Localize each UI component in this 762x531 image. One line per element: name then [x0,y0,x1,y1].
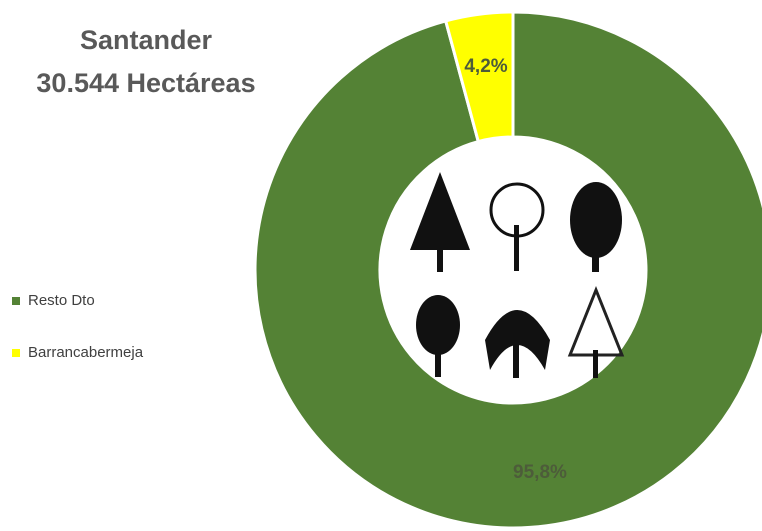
tree-icon [514,225,519,271]
data-label: 4,2% [464,56,507,77]
legend-label: Resto Dto [28,292,95,309]
legend-label: Barrancabermeja [28,344,144,361]
tree-icon [435,345,441,377]
tree-icon [437,248,443,272]
chart-title: Santander [80,25,213,55]
tree-icons [410,172,625,378]
tree-icon [513,330,519,378]
chart-subtitle: 30.544 Hectáreas [36,68,255,98]
tree-icon [593,350,598,378]
legend-swatch [12,349,20,357]
tree-icon [592,250,599,272]
tree-icon [410,172,470,250]
tree-icon [570,182,622,258]
data-label: 95,8% [513,462,567,483]
legend-swatch [12,297,20,305]
tree-icon [416,295,460,355]
legend: Resto Dto Barrancabermeja [12,292,144,361]
donut [253,10,762,530]
